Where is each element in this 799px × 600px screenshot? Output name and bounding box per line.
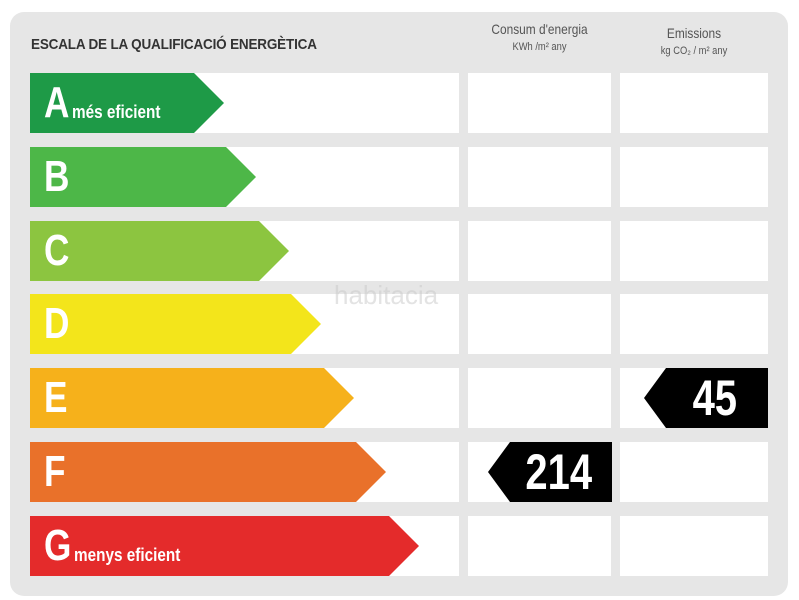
rating-arrow-c: C xyxy=(30,221,289,281)
rating-note: més eficient xyxy=(71,101,161,122)
chart-title: ESCALA DE LA QUALIFICACIÓ ENERGÈTICA xyxy=(31,36,317,53)
rating-arrow-a: A més eficient xyxy=(30,73,224,133)
rating-arrow-f: F xyxy=(30,442,386,502)
energy-column-header: Consum d'energia KWh /m² any xyxy=(479,21,601,53)
energy-cell xyxy=(468,294,611,354)
energy-cell xyxy=(468,147,611,207)
energy-cell xyxy=(468,221,611,281)
emissions-cell xyxy=(620,442,768,502)
energy-value-badge: 214 xyxy=(488,442,612,502)
emissions-cell xyxy=(620,516,768,576)
rating-letter: E xyxy=(44,373,68,422)
rating-arrow-e: E xyxy=(30,368,354,428)
emissions-label: Emissions xyxy=(666,25,722,41)
rating-letter: B xyxy=(44,152,70,201)
emissions-cell xyxy=(620,221,768,281)
rating-arrow-b: B xyxy=(30,147,256,207)
rating-letter: F xyxy=(44,447,66,496)
emissions-unit: kg CO₂ / m² any xyxy=(660,45,728,57)
energy-unit: KWh /m² any xyxy=(512,41,567,53)
energy-cell xyxy=(468,368,611,428)
emissions-column-header: Emissions kg CO₂ / m² any xyxy=(631,25,757,57)
emissions-cell xyxy=(620,147,768,207)
energy-cell xyxy=(468,73,611,133)
rating-note: menys eficient xyxy=(74,544,181,565)
energy-label: Consum d'energia xyxy=(491,21,588,37)
rating-arrow-d: D xyxy=(30,294,321,354)
emissions-cell xyxy=(620,294,768,354)
rating-letter: G xyxy=(44,521,72,570)
emissions-cell xyxy=(620,73,768,133)
rating-letter: A xyxy=(44,78,70,127)
rating-letter: C xyxy=(44,226,70,275)
energy-cell xyxy=(468,516,611,576)
emissions-value-badge: 45 xyxy=(644,368,768,428)
rating-arrow-g: G menys eficient xyxy=(30,516,419,576)
rating-letter: D xyxy=(44,299,70,348)
watermark: habitacia xyxy=(334,280,439,310)
